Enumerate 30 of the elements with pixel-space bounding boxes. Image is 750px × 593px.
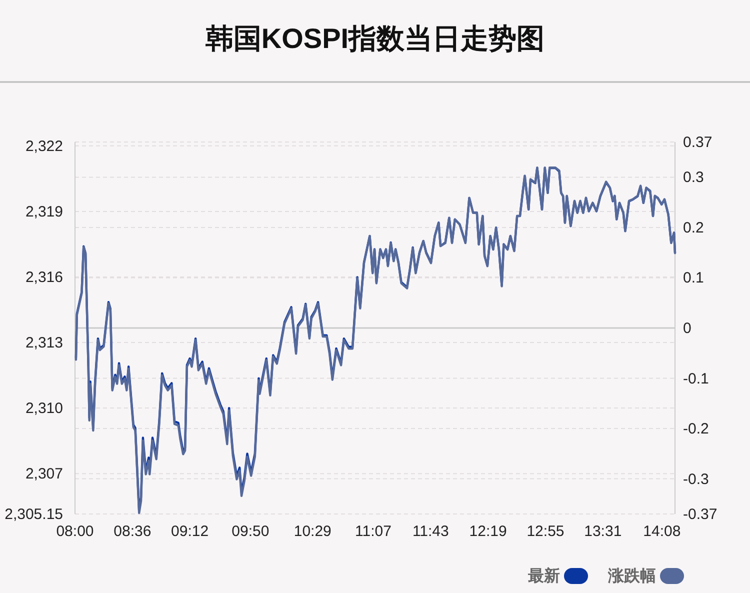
y-tick-label: 2,313	[25, 334, 63, 352]
y2-tick-label: -0.37	[683, 506, 718, 523]
chart-title: 韩国KOSPI指数当日走势图	[204, 23, 545, 54]
y2-tick-label: 0.2	[683, 219, 704, 236]
x-tick-label: 13:31	[584, 523, 622, 540]
y2-tick-label: 0.1	[683, 270, 704, 287]
y2-tick-label: 0	[683, 320, 692, 337]
x-tick-label: 12:19	[469, 523, 507, 540]
y2-tick-label: -0.1	[683, 370, 709, 388]
y-tick-label: 2,319	[25, 203, 63, 220]
x-tick-label: 09:12	[171, 523, 209, 540]
x-tick-label: 11:07	[355, 523, 392, 540]
x-tick-label: 08:00	[56, 523, 94, 540]
y-tick-label: 2,310	[25, 400, 63, 418]
x-tick-label: 08:36	[114, 523, 152, 540]
y2-tick-label: -0.2	[683, 420, 709, 438]
y-tick-label: 2,307	[25, 466, 63, 483]
y-tick-label: 2,316	[25, 268, 63, 286]
y2-tick-label: 0.37	[683, 134, 712, 151]
x-tick-label: 11:43	[412, 523, 449, 540]
x-tick-label: 14:08	[643, 523, 681, 540]
legend-label: 涨跌幅	[607, 567, 656, 585]
x-tick-label: 09:50	[232, 523, 270, 540]
legend-label: 最新	[527, 567, 560, 585]
y-tick-label: 2,305.15	[4, 506, 63, 523]
x-tick-label: 12:55	[526, 523, 564, 540]
y2-tick-label: 0.3	[683, 169, 704, 186]
x-tick-label: 10:29	[294, 523, 332, 540]
y2-tick-label: -0.3	[683, 470, 709, 488]
y-tick-label: 2,322	[25, 138, 63, 155]
